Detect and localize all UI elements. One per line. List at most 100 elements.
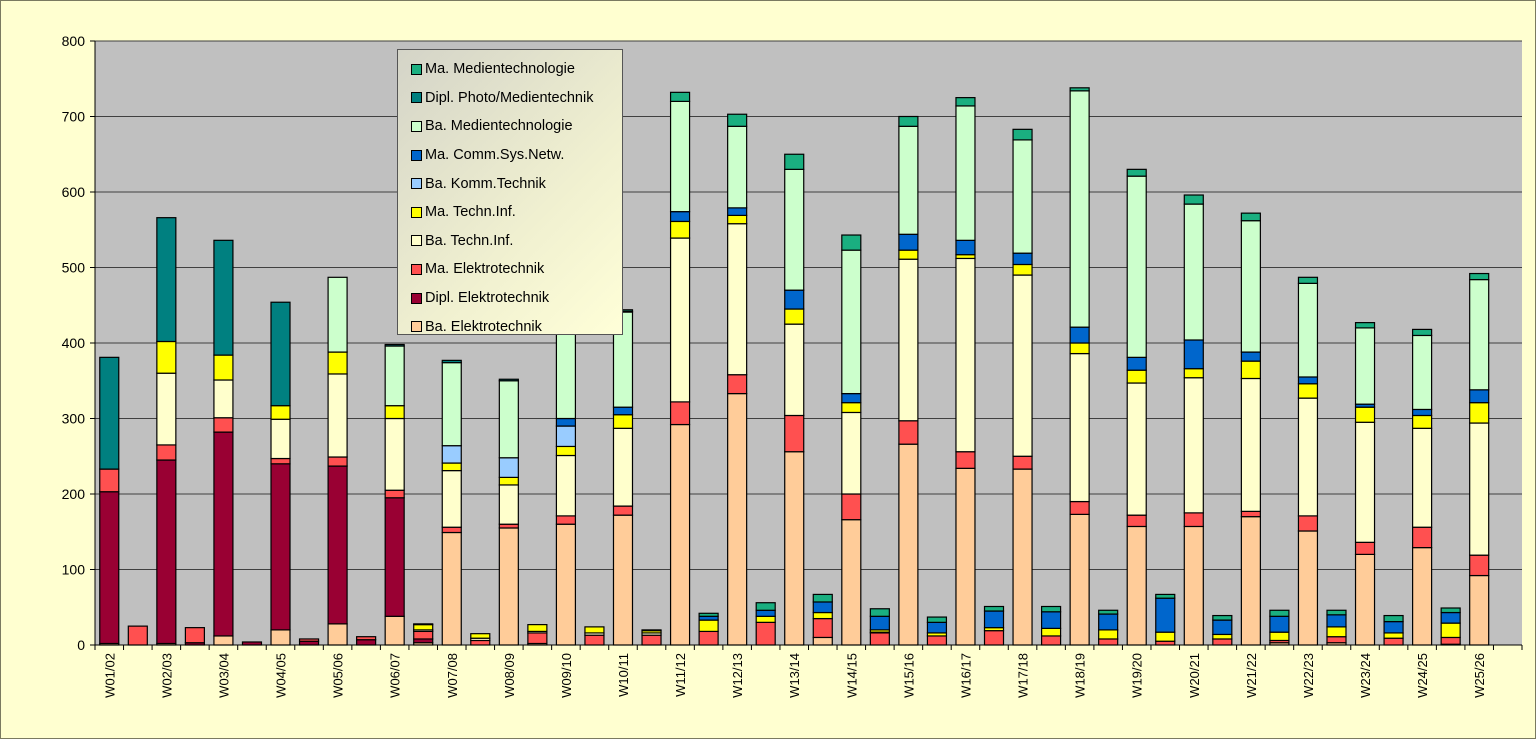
bar-segment xyxy=(1383,632,1404,639)
bar-segment xyxy=(1183,525,1204,646)
bar-segment xyxy=(641,629,662,632)
bar-segment xyxy=(1126,168,1147,177)
bar-segment xyxy=(213,354,234,381)
bar-segment xyxy=(812,593,833,603)
bar-segment xyxy=(812,636,833,646)
x-tick-label: W08/09 xyxy=(502,653,517,698)
bar-segment xyxy=(1240,351,1261,362)
bar-segment xyxy=(99,356,120,470)
bar-segment xyxy=(384,497,405,617)
bar-stack xyxy=(898,115,919,646)
bar-segment xyxy=(1212,633,1233,640)
bar-segment xyxy=(1440,622,1461,639)
bar-segment xyxy=(1412,408,1433,417)
bar-segment xyxy=(727,113,748,127)
bar-stack xyxy=(983,605,1005,646)
bar-stack xyxy=(1240,212,1261,646)
bar-stack xyxy=(99,356,120,646)
bar-stack xyxy=(413,623,434,646)
bar-segment xyxy=(1183,368,1204,379)
bar-stack xyxy=(869,608,890,646)
bar-segment xyxy=(498,457,519,478)
bar-stack xyxy=(1155,593,1176,646)
bar-segment xyxy=(156,372,177,446)
legend-item: Ba. Elektrotechnik xyxy=(398,312,622,341)
bar-segment xyxy=(1354,553,1376,646)
bar-segment xyxy=(641,634,662,646)
bar-segment xyxy=(384,615,405,646)
bar-segment xyxy=(1212,614,1233,621)
bar-segment xyxy=(1297,383,1319,399)
bar-segment xyxy=(1297,530,1319,646)
bar-segment xyxy=(498,484,519,525)
bar-stack xyxy=(184,627,205,646)
x-tick-label: W15/16 xyxy=(901,653,916,698)
bar-segment xyxy=(1412,328,1433,337)
bar-segment xyxy=(327,623,348,646)
bar-segment xyxy=(213,239,234,356)
bar-segment xyxy=(784,308,805,325)
legend-swatch xyxy=(411,235,422,247)
bar-segment xyxy=(498,380,519,459)
bar-segment xyxy=(99,491,120,645)
bar-segment xyxy=(1412,427,1433,528)
bar-segment xyxy=(1012,274,1033,457)
bar-segment xyxy=(156,444,177,461)
bar-segment xyxy=(784,451,805,646)
bar-segment xyxy=(327,456,348,467)
bar-segment xyxy=(955,257,976,453)
x-tick-label: W24/25 xyxy=(1415,653,1430,698)
y-tick-label: 600 xyxy=(62,184,86,200)
bar-segment xyxy=(356,639,377,646)
legend-label: Dipl. Elektrotechnik xyxy=(425,290,550,307)
x-tick-label: W05/06 xyxy=(331,653,346,698)
bar-segment xyxy=(983,630,1005,646)
bar-stack xyxy=(356,636,377,646)
bar-segment xyxy=(1212,619,1233,636)
legend-label: Ma. Comm.Sys.Netw. xyxy=(425,147,565,164)
bar-segment xyxy=(1269,631,1290,642)
bar-segment xyxy=(1126,525,1147,646)
bar-segment xyxy=(784,414,805,453)
bar-segment xyxy=(213,379,234,419)
bar-segment xyxy=(983,610,1005,629)
bar-segment xyxy=(270,301,291,407)
bar-segment xyxy=(441,359,462,364)
legend-swatch xyxy=(411,206,422,218)
bar-segment xyxy=(784,168,805,291)
bar-segment xyxy=(755,602,776,611)
bar-segment xyxy=(527,632,548,645)
bar-segment xyxy=(156,217,177,343)
bar-stack xyxy=(1098,609,1119,646)
legend-label: Ma. Elektrotechnik xyxy=(425,261,545,278)
bar-segment xyxy=(898,233,919,251)
legend-swatch xyxy=(411,63,422,75)
bar-segment xyxy=(1240,220,1261,353)
bar-segment xyxy=(755,621,776,646)
legend-item: Dipl. Photo/Medientechnik xyxy=(398,84,622,113)
bar-stack xyxy=(784,153,805,646)
bar-stack xyxy=(555,319,577,646)
bar-segment xyxy=(1412,414,1433,429)
legend-item: Ba. Techn.Inf. xyxy=(398,227,622,256)
bar-segment xyxy=(1040,635,1062,646)
bar-segment xyxy=(1183,203,1204,341)
bar-segment xyxy=(384,489,405,499)
bar-segment xyxy=(1354,406,1376,423)
bar-segment xyxy=(527,624,548,633)
bar-segment xyxy=(213,635,234,646)
legend: Ma. Medientechnologie Dipl. Photo/Medien… xyxy=(397,49,623,335)
bar-segment xyxy=(1069,87,1090,92)
x-tick-label: W07/08 xyxy=(445,653,460,698)
bar-segment xyxy=(1240,516,1261,646)
bar-segment xyxy=(498,378,519,382)
bar-segment xyxy=(1383,614,1404,623)
bar-segment xyxy=(498,476,519,486)
bar-segment xyxy=(1126,369,1147,384)
bar-segment xyxy=(1098,638,1119,646)
bar-stack xyxy=(498,378,519,646)
bar-segment xyxy=(1155,593,1176,599)
y-tick-label: 0 xyxy=(77,637,85,653)
bar-segment xyxy=(669,220,691,239)
bar-segment xyxy=(669,100,691,213)
